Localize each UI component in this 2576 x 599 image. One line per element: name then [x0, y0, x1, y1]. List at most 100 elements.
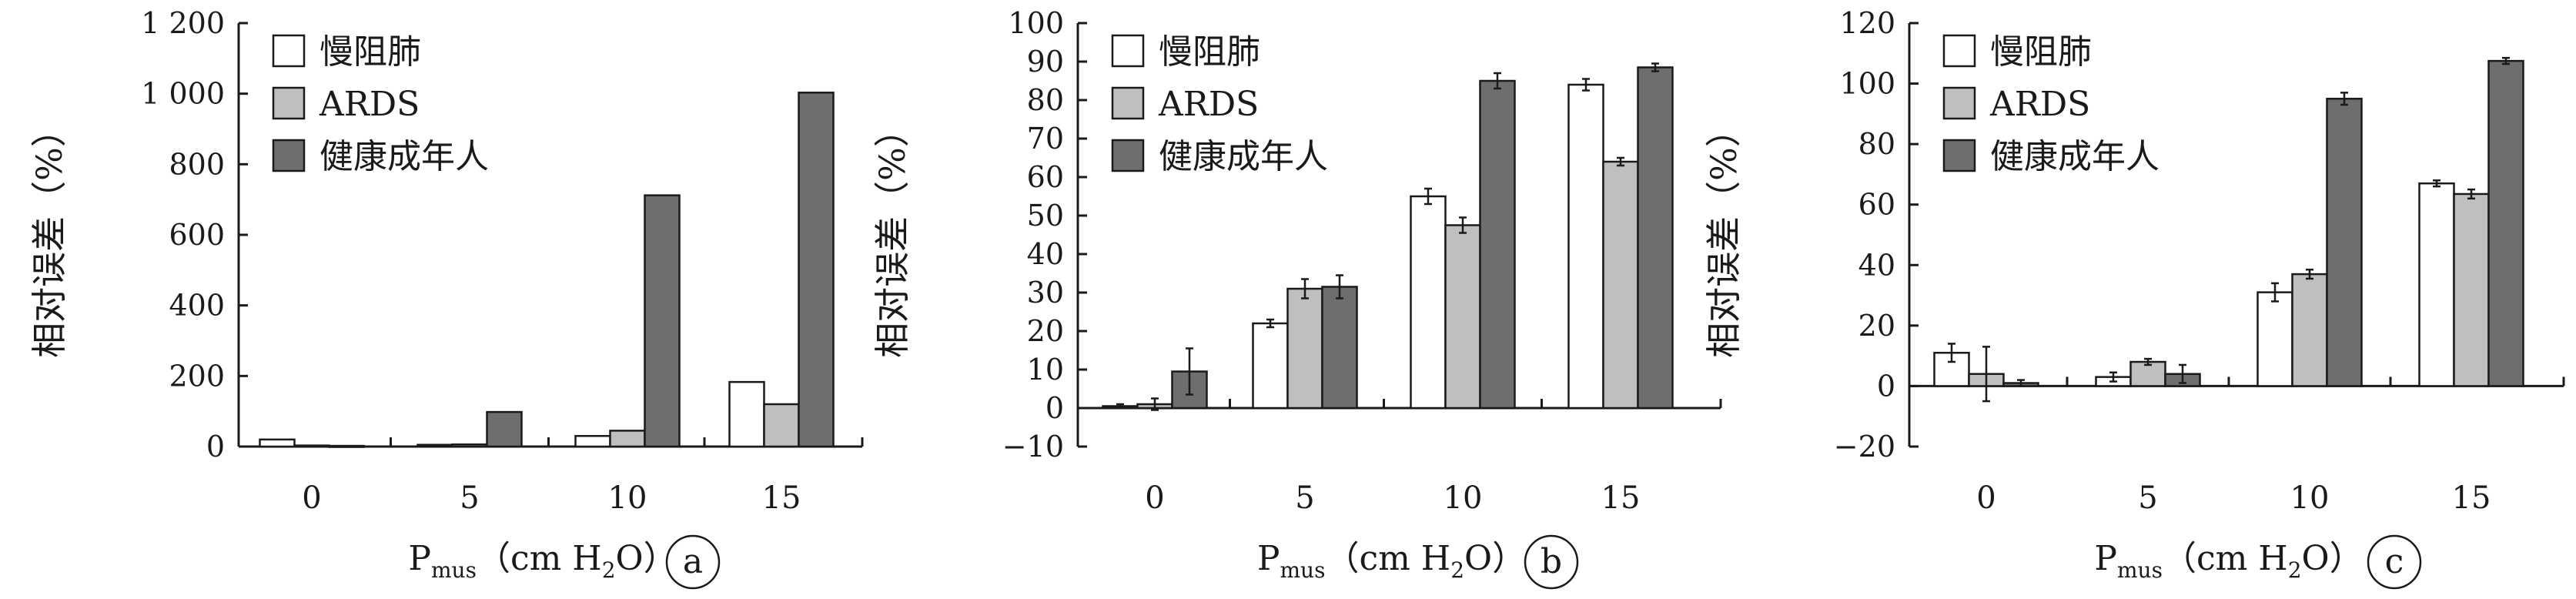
y-tick-label: 60 — [1027, 160, 1064, 194]
legend-swatch — [1111, 34, 1145, 68]
y-tick-label: 1 000 — [141, 77, 225, 111]
y-tick-label: 20 — [1858, 309, 1895, 343]
x-tick-label: 5 — [2138, 480, 2157, 516]
legend-swatch — [272, 86, 306, 120]
y-tick-label: 1 200 — [141, 6, 225, 40]
x-tick-label: 10 — [608, 480, 647, 516]
legend-swatch — [1111, 139, 1145, 172]
x-axis-label-part: O） — [1464, 539, 1526, 578]
y-tick-label: 100 — [1839, 67, 1895, 101]
bar — [728, 380, 765, 448]
x-axis-label-part: （cm H — [2163, 539, 2288, 578]
x-axis-label-subscript: 2 — [2288, 557, 2302, 583]
panel-a: 0 200 400 600 800 1 000 1 200 0 5 10 15 慢阻肺 ARDS 健康成年… — [28, 6, 864, 590]
y-axis-label: 相对误差（%） — [1703, 112, 1745, 358]
y-tick-label: −10 — [1002, 430, 1064, 463]
y-tick-label: 120 — [1839, 6, 1895, 40]
bar — [328, 444, 365, 448]
bar — [1286, 287, 1323, 410]
legend-swatch — [1942, 34, 1976, 68]
y-tick-label: −20 — [1834, 430, 1895, 463]
y-tick-label: 70 — [1027, 122, 1064, 156]
x-tick-label: 15 — [1601, 480, 1641, 516]
legend-swatch — [1111, 86, 1145, 120]
x-axis-label-subscript: mus — [431, 557, 477, 583]
y-tick-label: 200 — [169, 359, 225, 393]
x-tick-label: 0 — [1976, 480, 1996, 516]
bar — [2291, 273, 2328, 387]
x-tick-label: 5 — [1295, 480, 1314, 516]
panel-tag-circle — [2367, 534, 2422, 590]
bar — [486, 410, 523, 448]
legend-label: 慢阻肺 — [1159, 32, 1260, 72]
panel-tag-label: c — [2385, 542, 2404, 581]
y-tick-label: 40 — [1858, 248, 1895, 282]
panel-c: −20 0 20 40 60 80 100 120 0 5 10 15 慢阻肺 ARDS 健康成年人 相对误差… — [1703, 6, 2565, 590]
bar — [1637, 66, 1674, 410]
x-axis-label-part: P — [1257, 539, 1280, 578]
y-tick-label: 60 — [1858, 188, 1895, 222]
y-tick-label: 30 — [1027, 276, 1064, 310]
x-axis-label: Pmus（cm H2O） — [408, 539, 677, 583]
bar — [798, 92, 835, 448]
y-tick-label: 800 — [169, 147, 225, 181]
bar — [2487, 59, 2524, 387]
y-tick-label: 90 — [1027, 45, 1064, 79]
legend-swatch — [1942, 86, 1976, 120]
bar — [293, 444, 330, 448]
bar — [1567, 83, 1604, 410]
x-axis-label: Pmus（cm H2O） — [2094, 539, 2363, 583]
bar — [2453, 192, 2490, 387]
y-tick-label: 10 — [1027, 353, 1064, 387]
y-tick-label: 80 — [1027, 83, 1064, 117]
y-tick-label: 20 — [1027, 314, 1064, 348]
bar — [763, 403, 800, 448]
x-axis-label-subscript: mus — [1280, 557, 1326, 583]
legend-label: 健康成年人 — [319, 137, 489, 176]
y-tick-label: 600 — [169, 218, 225, 252]
x-axis-label: Pmus（cm H2O） — [1257, 539, 1526, 583]
panel-tag-circle — [1524, 534, 1579, 590]
x-tick-label: 0 — [302, 480, 321, 516]
legend-swatch — [1942, 139, 1976, 172]
y-tick-label: 40 — [1027, 237, 1064, 271]
y-tick-label: 0 — [1045, 391, 1064, 425]
y-tick-label: 0 — [206, 430, 225, 463]
x-axis-label-part: O） — [2302, 539, 2364, 578]
x-tick-label: 10 — [2290, 480, 2330, 516]
bar — [2418, 182, 2455, 387]
bar — [259, 438, 296, 448]
bar — [1479, 79, 1516, 410]
bar — [417, 443, 453, 448]
x-axis-label-part: （cm H — [477, 539, 602, 578]
panel-b: −10 0 10 20 30 40 50 60 70 80 90 100 0 5 10 15 慢阻肺 ARDS 健康… — [871, 6, 1722, 590]
legend-label: ARDS — [1158, 85, 1259, 124]
x-axis-label-subscript: 2 — [1450, 557, 1464, 583]
x-axis-label-subscript: mus — [2117, 557, 2163, 583]
x-axis-label-part: P — [2094, 539, 2117, 578]
bar — [1410, 195, 1447, 410]
legend-label: 健康成年人 — [1990, 137, 2159, 176]
bar — [2326, 97, 2363, 387]
legend-label: ARDS — [319, 85, 420, 124]
y-tick-label: 0 — [1877, 369, 1895, 403]
bar — [451, 443, 488, 448]
bar — [574, 435, 611, 448]
legend-swatch — [272, 34, 306, 68]
x-tick-label: 0 — [1145, 480, 1164, 516]
legend-label: 慢阻肺 — [319, 32, 421, 72]
panel-tag-label: b — [1541, 542, 1562, 581]
x-axis-label-part: P — [408, 539, 431, 578]
x-tick-label: 15 — [2452, 480, 2491, 516]
y-tick-label: 50 — [1027, 199, 1064, 233]
bar — [2129, 360, 2166, 387]
x-tick-label: 15 — [762, 480, 801, 516]
y-tick-label: 400 — [169, 289, 225, 323]
y-axis-label: 相对误差（%） — [28, 112, 70, 358]
legend-label: ARDS — [1989, 85, 2090, 124]
bar — [1321, 286, 1358, 410]
y-tick-label: 80 — [1858, 127, 1895, 161]
bar — [644, 194, 681, 448]
